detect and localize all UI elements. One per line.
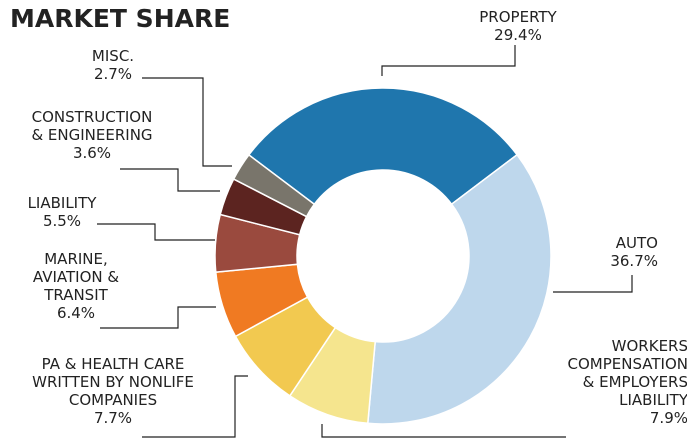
category-label: MISC. (91, 47, 135, 65)
slice-label: MARINE, AVIATION & TRANSIT 6.4% (33, 250, 119, 322)
slice-label: LIABILITY 5.5% (28, 194, 97, 230)
leader-line (142, 77, 232, 167)
leader-line (100, 306, 216, 329)
value-label: 2.7% (93, 65, 133, 83)
category-label: CONSTRUCTION & ENGINEERING (31, 108, 153, 144)
value-label: 5.5% (42, 212, 82, 230)
category-label: PROPERTY (479, 8, 557, 26)
value-label: 6.4% (56, 304, 96, 322)
slice-label: PROPERTY 29.4% (479, 8, 556, 44)
category-label: MARINE, AVIATION & TRANSIT (32, 250, 120, 304)
category-label: PA & HEALTH CARE WRITTEN BY NONLIFE COMP… (32, 355, 194, 409)
leader-line (321, 424, 566, 438)
leader-line (120, 168, 220, 192)
slice-label: PA & HEALTH CARE WRITTEN BY NONLIFE COMP… (32, 355, 194, 427)
leader-line (553, 275, 633, 293)
donut-slice (232, 153, 316, 218)
category-label: LIABILITY (27, 194, 97, 212)
value-label: 7.9% (649, 409, 687, 427)
category-label: AUTO (615, 234, 658, 252)
slice-label: CONSTRUCTION & ENGINEERING 3.6% (31, 108, 152, 162)
slice-label: AUTO 36.7% (610, 234, 658, 270)
donut-slice (247, 87, 519, 206)
leader-line (97, 223, 215, 241)
donut-slice (366, 153, 552, 425)
category-label: WORKERS COMPENSATION & EMPLOYERS LIABILI… (567, 337, 687, 409)
slice-label: WORKERS COMPENSATION & EMPLOYERS LIABILI… (568, 337, 687, 427)
leader-line (381, 45, 516, 76)
value-label: 29.4% (494, 26, 542, 44)
chart-title: MARKET SHARE (10, 4, 231, 33)
value-label: 3.6% (72, 144, 112, 162)
value-label: 7.7% (93, 409, 133, 427)
leader-line (142, 375, 248, 438)
slice-label: MISC. 2.7% (92, 47, 134, 83)
value-label: 36.7% (610, 252, 658, 270)
